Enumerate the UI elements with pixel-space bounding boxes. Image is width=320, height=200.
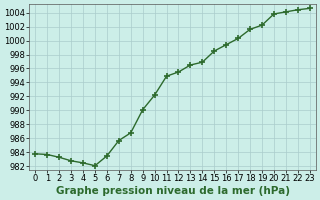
X-axis label: Graphe pression niveau de la mer (hPa): Graphe pression niveau de la mer (hPa) [55, 186, 290, 196]
